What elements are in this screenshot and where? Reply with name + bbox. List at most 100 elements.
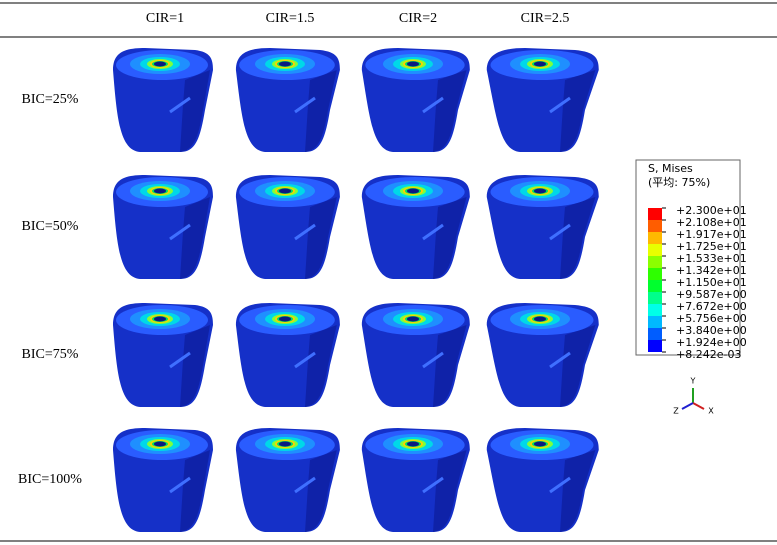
stress-model bbox=[113, 303, 213, 407]
model-side bbox=[305, 197, 337, 279]
legend-label: +5.756e+00 bbox=[676, 312, 747, 325]
legend-swatch bbox=[648, 268, 662, 280]
stress-model bbox=[486, 175, 599, 279]
legend-label: +1.917e+01 bbox=[676, 228, 747, 241]
stress-model bbox=[113, 175, 213, 279]
stress-contour bbox=[534, 61, 546, 67]
model-side bbox=[180, 450, 210, 532]
stress-model bbox=[486, 428, 599, 532]
legend-swatch bbox=[648, 232, 662, 244]
stress-contour bbox=[407, 188, 419, 194]
model-crack bbox=[422, 223, 444, 241]
model-side bbox=[305, 450, 337, 532]
stress-contour bbox=[279, 188, 291, 194]
stress-model bbox=[113, 48, 213, 152]
model-crack bbox=[169, 96, 191, 114]
legend-swatch bbox=[648, 304, 662, 316]
legend-swatch bbox=[648, 340, 662, 352]
legend-label: +1.924e+00 bbox=[676, 336, 747, 349]
legend-label: +1.150e+01 bbox=[676, 276, 747, 289]
model-side bbox=[433, 197, 467, 279]
model-crack bbox=[294, 351, 316, 369]
model-crack bbox=[422, 476, 444, 494]
stress-contour bbox=[279, 441, 291, 447]
stress-model bbox=[235, 303, 340, 407]
model-side bbox=[305, 70, 337, 152]
triad-y-label: Y bbox=[690, 377, 696, 386]
model-crack bbox=[549, 96, 571, 114]
legend-label: +9.587e+00 bbox=[676, 288, 747, 301]
legend-label: +1.725e+01 bbox=[676, 240, 747, 253]
legend-swatch bbox=[648, 280, 662, 292]
model-side bbox=[433, 70, 467, 152]
stress-model bbox=[486, 303, 599, 407]
model-crack bbox=[549, 223, 571, 241]
stress-contour bbox=[407, 61, 419, 67]
stress-contour bbox=[279, 61, 291, 67]
model-side bbox=[433, 325, 467, 407]
model-side bbox=[560, 325, 596, 407]
stress-model bbox=[486, 48, 599, 152]
stress-contour bbox=[407, 441, 419, 447]
triad-z bbox=[681, 402, 694, 410]
model-side bbox=[560, 197, 596, 279]
legend-label: +8.242e-03 bbox=[676, 348, 741, 361]
model-side bbox=[560, 450, 596, 532]
row-label: BIC=75% bbox=[22, 347, 79, 362]
stress-model bbox=[361, 303, 470, 407]
model-crack bbox=[169, 223, 191, 241]
stress-model bbox=[235, 175, 340, 279]
column-header: CIR=2 bbox=[399, 11, 437, 26]
column-header: CIR=1.5 bbox=[266, 11, 315, 26]
legend-swatch bbox=[648, 256, 662, 268]
legend-label: +2.108e+01 bbox=[676, 216, 747, 229]
row-label: BIC=100% bbox=[18, 472, 82, 487]
model-crack bbox=[294, 96, 316, 114]
model-crack bbox=[169, 476, 191, 494]
model-crack bbox=[169, 351, 191, 369]
model-crack bbox=[294, 223, 316, 241]
model-side bbox=[433, 450, 467, 532]
legend-label: +3.840e+00 bbox=[676, 324, 747, 337]
model-side bbox=[180, 325, 210, 407]
model-side bbox=[560, 70, 596, 152]
legend-swatch bbox=[648, 328, 662, 340]
stress-contour bbox=[154, 441, 166, 447]
stress-contour bbox=[534, 316, 546, 322]
stress-model bbox=[113, 428, 213, 532]
triad-x-label: X bbox=[708, 407, 714, 416]
model-side bbox=[305, 325, 337, 407]
legend-label: +7.672e+00 bbox=[676, 300, 747, 313]
stress-model bbox=[361, 175, 470, 279]
model-crack bbox=[422, 96, 444, 114]
model-crack bbox=[422, 351, 444, 369]
legend-label: +1.533e+01 bbox=[676, 252, 747, 265]
model-crack bbox=[294, 476, 316, 494]
stress-model bbox=[361, 48, 470, 152]
stress-contour bbox=[279, 316, 291, 322]
model-side bbox=[180, 197, 210, 279]
axis-triad: Y Z X bbox=[673, 377, 714, 416]
triad-x bbox=[692, 402, 705, 410]
stress-contour bbox=[407, 316, 419, 322]
stress-contour bbox=[534, 441, 546, 447]
legend-swatch bbox=[648, 208, 662, 220]
stress-contour bbox=[154, 316, 166, 322]
legend-swatch bbox=[648, 244, 662, 256]
legend-subtitle: (平均: 75%) bbox=[648, 176, 710, 189]
legend-label: +1.342e+01 bbox=[676, 264, 747, 277]
row-label: BIC=50% bbox=[22, 219, 79, 234]
stress-contour bbox=[534, 188, 546, 194]
legend-swatch bbox=[648, 316, 662, 328]
model-crack bbox=[549, 476, 571, 494]
column-header: CIR=1 bbox=[146, 11, 184, 26]
legend-title: S, Mises bbox=[648, 162, 693, 175]
stress-contour bbox=[154, 188, 166, 194]
legend-label: +2.300e+01 bbox=[676, 204, 747, 217]
row-label: BIC=25% bbox=[22, 92, 79, 107]
triad-z-label: Z bbox=[673, 407, 679, 416]
stress-model bbox=[235, 428, 340, 532]
stress-model bbox=[235, 48, 340, 152]
